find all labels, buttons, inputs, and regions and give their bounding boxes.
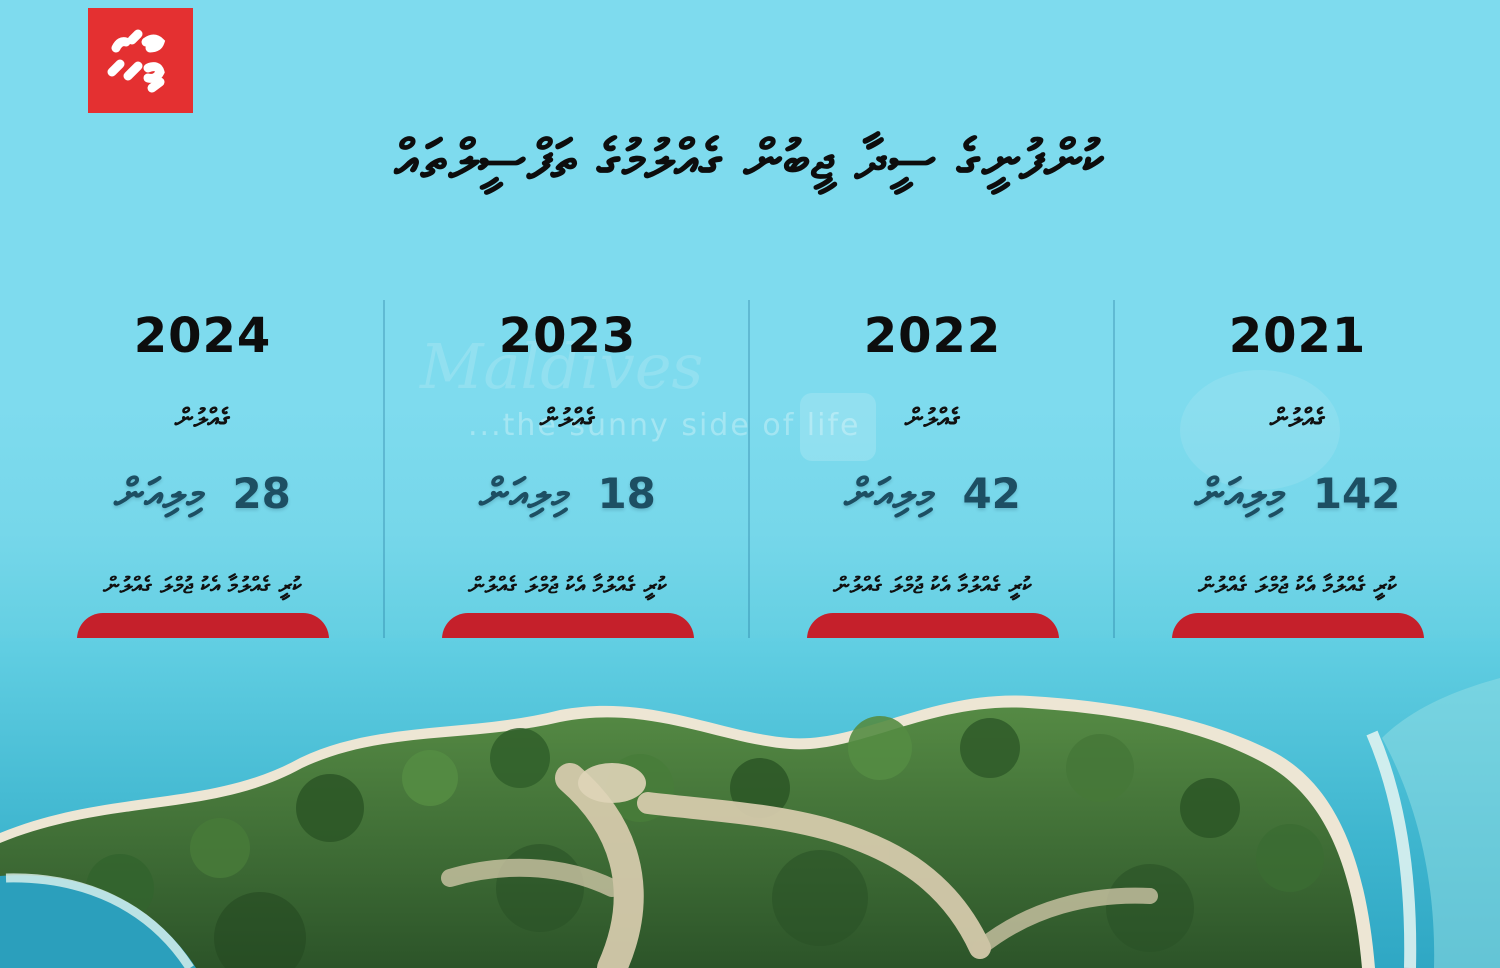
lagoon-foam-right bbox=[1366, 730, 1417, 968]
palm-tree-clumps bbox=[86, 716, 1324, 968]
sand-clearing bbox=[578, 763, 646, 803]
column-divider bbox=[1113, 300, 1115, 740]
total-caption: ކުރީ ގެއްލުމާ އެކު ޖުމްލަ ގެއްލުން bbox=[833, 573, 1032, 599]
page-title: ކުންފުނީގެ ސީދާ ޖީބުން ގެއްލުމުގެ ތަފްސީ… bbox=[394, 128, 1106, 191]
shallow-water-right bbox=[1382, 678, 1500, 968]
island-greenery bbox=[0, 707, 1362, 968]
loss-number: 42 bbox=[962, 469, 1021, 518]
water-corner-left bbox=[0, 875, 196, 968]
loss-unit: މިލިއަން bbox=[844, 469, 934, 518]
loss-unit: މިލިއަން bbox=[114, 469, 204, 518]
total-caption: ކުރީ ގެއްލުމާ އެކު ޖުމްލަ ގެއްލުން bbox=[1198, 573, 1397, 599]
year-heading: 2022 bbox=[863, 308, 1002, 364]
island-aerial-photo bbox=[0, 638, 1500, 968]
yearly-loss-amount: 28 މިލިއަން bbox=[114, 469, 291, 519]
year-heading: 2023 bbox=[498, 308, 637, 364]
yearly-loss-amount: 42 މިލިއަން bbox=[844, 469, 1021, 519]
total-caption: ކުރީ ގެއްލުމާ އެކު ޖުމްލަ ގެއްލުން bbox=[103, 573, 302, 599]
mihaaru-logo-glyphs bbox=[107, 29, 165, 92]
loss-number: 142 bbox=[1312, 469, 1401, 518]
loss-number: 18 bbox=[597, 469, 656, 518]
yearly-loss-amount: 142 މިލިއަން bbox=[1194, 469, 1400, 519]
mihaaru-logo: މިހާރު bbox=[88, 8, 193, 113]
foam-arc-left bbox=[5, 873, 194, 968]
total-caption: ކުރީ ގެއްލުމާ އެކު ޖުމްލަ ގެއްލުން bbox=[468, 573, 667, 599]
loss-sublabel: ގެއްލުން bbox=[904, 404, 961, 434]
loss-sublabel: ގެއްލުން bbox=[1269, 404, 1326, 434]
year-heading: 2024 bbox=[133, 308, 272, 364]
year-heading: 2021 bbox=[1228, 308, 1367, 364]
sand-paths bbox=[441, 763, 1158, 968]
yearly-loss-amount: 18 މިލިއަން bbox=[479, 469, 656, 519]
loss-unit: މިލިއަން bbox=[479, 469, 569, 518]
column-divider bbox=[748, 300, 750, 740]
loss-sublabel: ގެއްލުން bbox=[539, 404, 596, 434]
column-divider bbox=[383, 300, 385, 740]
loss-number: 28 bbox=[232, 469, 291, 518]
loss-sublabel: ގެއްލުން bbox=[174, 404, 231, 434]
loss-unit: މިލިއަން bbox=[1194, 469, 1285, 518]
